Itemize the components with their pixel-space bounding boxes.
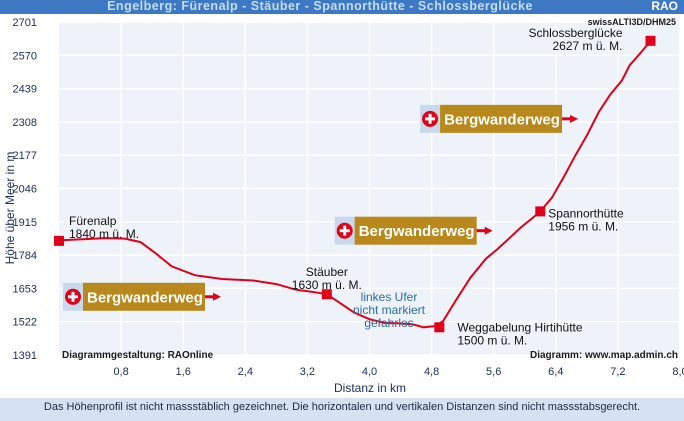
credit-left: Diagrammgestaltung: RAOnline (62, 350, 214, 361)
y-tick-label: 1391 (13, 350, 37, 362)
waypoint-marker (535, 206, 546, 217)
x-tick-label: 4,0 (362, 366, 377, 378)
elevation-line (58, 40, 652, 329)
footer-note: Das Höhenprofil ist nicht massstäblich g… (43, 401, 641, 413)
x-tick-label: 2,4 (238, 366, 253, 378)
swiss-cross-horizontal (68, 295, 78, 299)
x-tick-label: 3,2 (300, 366, 315, 378)
waypoint-marker (434, 322, 445, 333)
y-tick-label: 1915 (13, 217, 37, 229)
waypoint-elevation: 1630 m ü. M. (292, 278, 362, 292)
x-tick-label: 1,6 (176, 366, 191, 378)
y-tick-label: 1784 (13, 250, 37, 262)
waypoint-elevation: 1956 m ü. M. (548, 219, 618, 233)
sign-board (83, 282, 205, 311)
waypoint-name: Fürenalp (69, 214, 117, 228)
waypoint-marker (321, 289, 332, 300)
x-tick-label: 0,8 (113, 366, 128, 378)
waypoint-name: Stäuber (306, 265, 348, 279)
y-tick-label: 2570 (13, 50, 37, 62)
waypoint-name: Spannorthütte (548, 206, 624, 220)
sign-label: Bergwanderweg (87, 289, 203, 306)
sign-arrowhead-icon (213, 292, 221, 301)
waypoint-elevation: 1500 m ü. M. (457, 333, 527, 347)
brand-label: RAO (651, 0, 678, 13)
y-tick-label: 1522 (13, 317, 37, 329)
chart-title: Engelberg: Fürenalp - Stäuber - Spannort… (107, 0, 533, 13)
y-tick-label: 2439 (13, 84, 37, 96)
x-tick-label: 6,4 (548, 366, 563, 378)
sign-board (354, 216, 477, 245)
sign-arrowhead-icon (570, 114, 579, 123)
x-axis-label: Distanz in km (334, 381, 406, 395)
elevation-profile-chart: 2701 2570 2439 2308 2177 2046 1915 1784 1653 1522… (3, 17, 684, 395)
x-tick-label: 7,2 (610, 366, 625, 378)
y-tick-label: 1653 (13, 283, 37, 295)
waypoint-marker (54, 235, 64, 246)
waypoint-elevation: 1840 m ü. M. (69, 227, 139, 241)
footer-bar: Das Höhenprofil ist nicht massstäblich g… (0, 398, 684, 421)
title-bar: Engelberg: Fürenalp - Stäuber - Spannort… (0, 0, 684, 14)
sign-label: Bergwanderweg (444, 111, 560, 128)
swiss-cross-horizontal (425, 117, 436, 121)
waypoint-name: Schlossberglücke (528, 26, 622, 40)
sign-board (440, 104, 563, 133)
sign-arrowhead-icon (484, 226, 493, 235)
y-tick-label: 2046 (13, 184, 37, 196)
y-axis-label: Höhe über Meer in m (3, 152, 17, 265)
y-tick-label: 2177 (13, 150, 37, 162)
route-note-line: gefahrlos (364, 316, 413, 330)
sign-label: Bergwanderweg (359, 223, 475, 240)
waypoint-name: Weggabelung Hirtihütte (457, 320, 583, 334)
credit-right: Diagramm: www.map.admin.ch (530, 350, 678, 361)
route-note-line: nicht markiert (353, 303, 426, 317)
x-tick-label: 4,8 (424, 366, 439, 378)
x-tick-label: 5,6 (486, 366, 501, 378)
source-label: swissALTI3D/DHM25 (588, 17, 676, 27)
swiss-cross-horizontal (339, 229, 350, 233)
y-tick-label: 2701 (13, 17, 37, 29)
waypoint-elevation: 2627 m ü. M. (552, 39, 622, 53)
y-tick-label: 2308 (13, 117, 37, 129)
x-tick-label: 8,0 (672, 366, 684, 378)
route-note-line: linkes Ufer (361, 290, 418, 304)
waypoint-marker (645, 35, 656, 46)
